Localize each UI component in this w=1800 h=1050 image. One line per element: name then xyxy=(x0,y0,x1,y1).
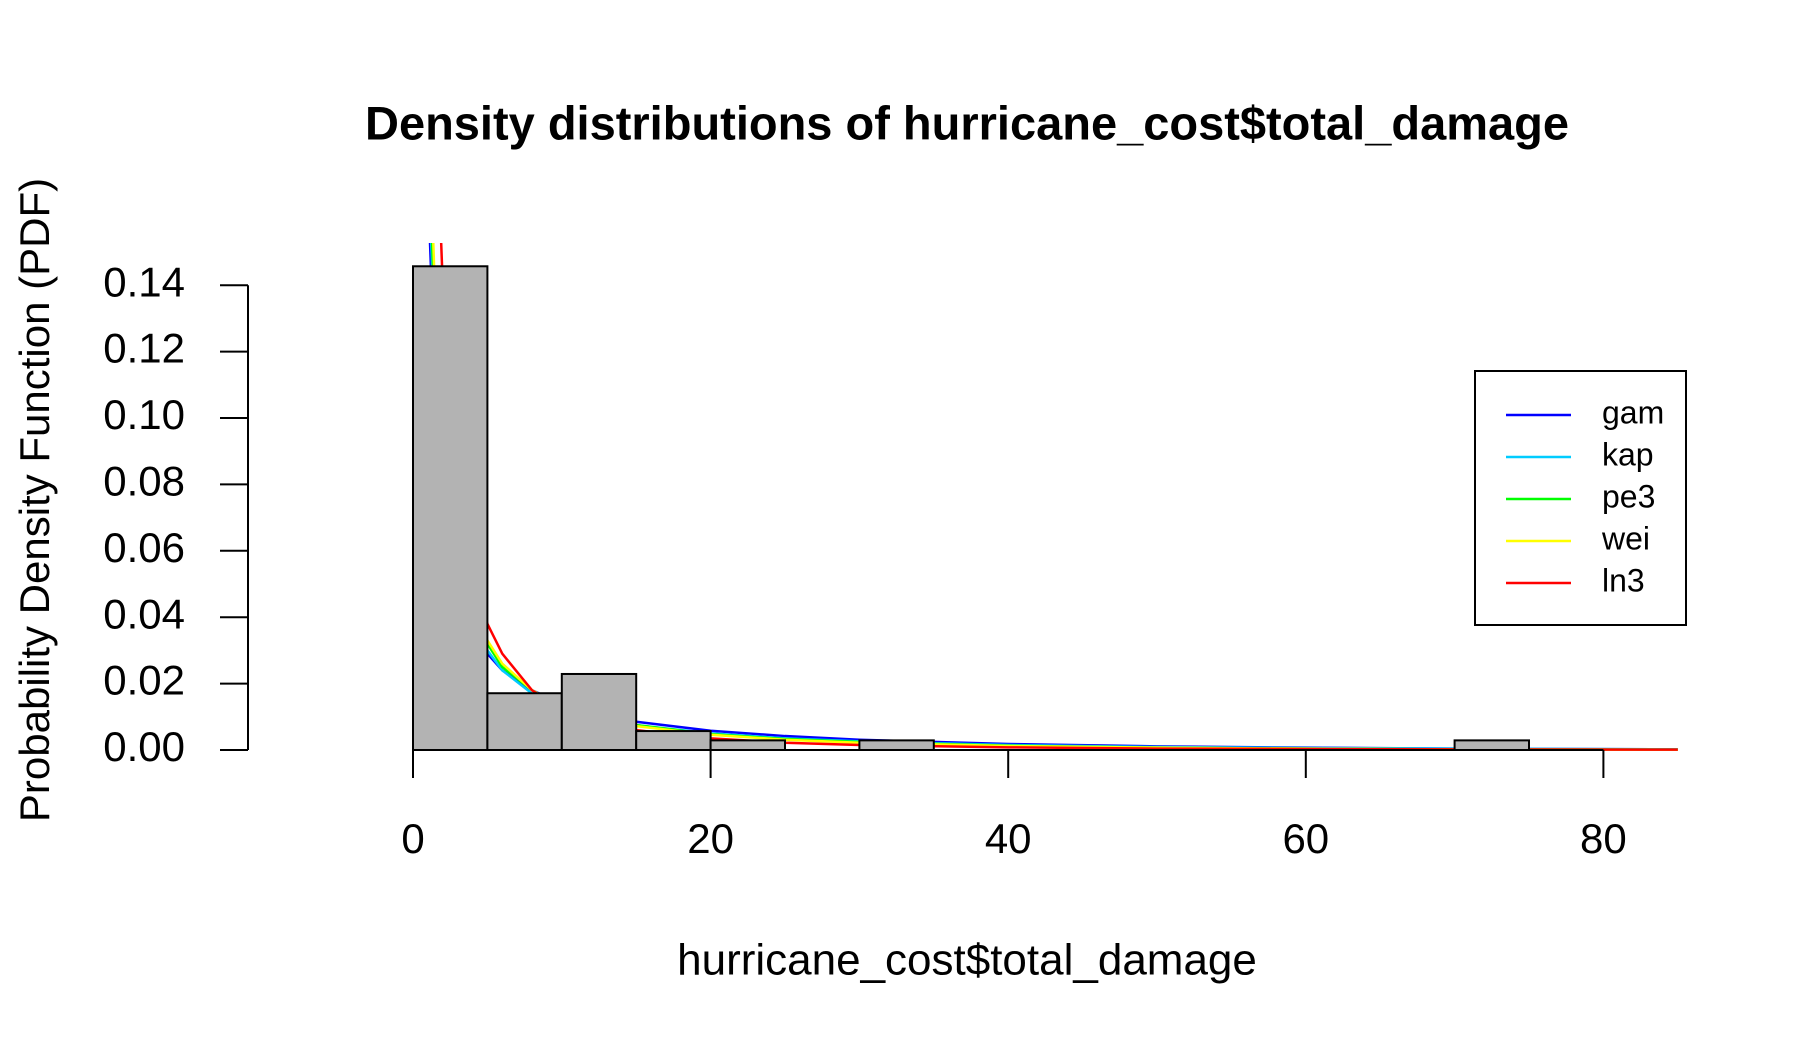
legend-label: ln3 xyxy=(1602,562,1645,598)
y-axis-label: Probability Density Function (PDF) xyxy=(11,178,58,822)
chart-title: Density distributions of hurricane_cost$… xyxy=(365,96,1569,149)
y-tick-label: 0.14 xyxy=(103,258,185,305)
y-tick-label: 0.02 xyxy=(103,657,185,704)
x-tick-label: 0 xyxy=(401,815,424,862)
y-tick-label: 0.12 xyxy=(103,325,185,372)
legend-label: wei xyxy=(1601,520,1650,556)
bar xyxy=(560,672,638,751)
y-tick-label: 0.00 xyxy=(103,723,185,770)
bar xyxy=(858,739,935,752)
bar xyxy=(1453,739,1530,752)
bar xyxy=(709,739,786,752)
legend-label: pe3 xyxy=(1602,478,1655,514)
x-tick-label: 60 xyxy=(1282,815,1329,862)
bar xyxy=(412,265,489,751)
y-tick-label: 0.06 xyxy=(103,524,185,571)
bar xyxy=(635,730,712,751)
legend-label: kap xyxy=(1602,436,1654,472)
x-tick-label: 40 xyxy=(985,815,1032,862)
x-axis-label: hurricane_cost$total_damage xyxy=(677,936,1257,985)
y-tick-label: 0.08 xyxy=(103,457,185,504)
y-tick-label: 0.04 xyxy=(103,590,185,637)
x-tick-label: 80 xyxy=(1580,815,1627,862)
legend-label: gam xyxy=(1602,394,1664,430)
bar xyxy=(486,692,563,752)
x-tick-label: 20 xyxy=(687,815,734,862)
y-tick-label: 0.10 xyxy=(103,391,185,438)
